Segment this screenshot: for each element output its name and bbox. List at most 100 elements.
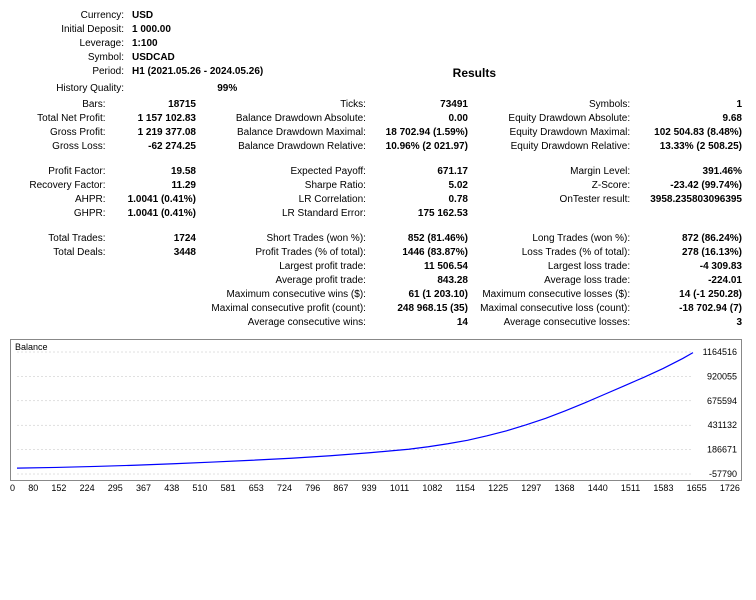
stat-value: 175 162.53 [370, 206, 472, 220]
x-tick: 1297 [521, 483, 541, 493]
x-tick: 724 [277, 483, 292, 493]
stat-label [472, 206, 634, 220]
stat-value: 18715 [110, 97, 200, 111]
svg-text:920055: 920055 [707, 371, 737, 381]
stat-value: 3958.235803096395 [634, 192, 746, 206]
x-tick: 367 [136, 483, 151, 493]
stat-value [110, 287, 200, 301]
stat-value [110, 301, 200, 315]
stat-label: GHPR: [10, 206, 110, 220]
stat-label: Largest profit trade: [200, 259, 370, 273]
stat-value: 11.29 [110, 178, 200, 192]
leverage-value: 1:100 [128, 36, 267, 50]
stat-label: Maximal consecutive loss (count): [472, 301, 634, 315]
stat-value: 391.46% [634, 164, 746, 178]
stat-value: 248 968.15 (35) [370, 301, 472, 315]
stat-label: Balance Drawdown Absolute: [200, 111, 370, 125]
stat-value: -4 309.83 [634, 259, 746, 273]
stat-label: Long Trades (won %): [472, 231, 634, 245]
stat-label [10, 273, 110, 287]
stat-label: Balance Drawdown Relative: [200, 139, 370, 153]
stat-value: 73491 [370, 97, 472, 111]
svg-text:186671: 186671 [707, 445, 737, 455]
stat-value: 0.78 [370, 192, 472, 206]
stat-label: OnTester result: [472, 192, 634, 206]
x-tick: 295 [108, 483, 123, 493]
stat-label: Gross Loss: [10, 139, 110, 153]
x-tick: 1583 [653, 483, 673, 493]
x-tick: 510 [192, 483, 207, 493]
stat-value: 3 [634, 315, 746, 329]
stat-label: Profit Factor: [10, 164, 110, 178]
quality-label: History Quality: [10, 81, 128, 95]
period-value: H1 (2021.05.26 - 2024.05.26) [128, 64, 267, 81]
stat-value: 13.33% (2 508.25) [634, 139, 746, 153]
stat-label: Equity Drawdown Relative: [472, 139, 634, 153]
leverage-label: Leverage: [10, 36, 128, 50]
stat-label: Equity Drawdown Absolute: [472, 111, 634, 125]
stat-label: Balance Drawdown Maximal: [200, 125, 370, 139]
x-tick: 1154 [456, 483, 475, 493]
stat-value: 1 157 102.83 [110, 111, 200, 125]
stat-label: Average consecutive losses: [472, 315, 634, 329]
stat-label: Profit Trades (% of total): [200, 245, 370, 259]
stat-value: 1724 [110, 231, 200, 245]
balance-chart: Balance -5779018667143113267559492005511… [10, 339, 742, 481]
chart-x-axis: 0801522242953674385105816537247968679391… [10, 483, 740, 493]
stat-value [634, 206, 746, 220]
stat-value [110, 259, 200, 273]
x-tick: 653 [249, 483, 264, 493]
chart-svg: -577901866714311326755949200551164516 [11, 340, 741, 480]
stat-label: Ticks: [200, 97, 370, 111]
deposit-value: 1 000.00 [128, 22, 267, 36]
x-tick: 1225 [488, 483, 508, 493]
x-tick: 581 [221, 483, 236, 493]
stat-value: 10.96% (2 021.97) [370, 139, 472, 153]
stat-value: 9.68 [634, 111, 746, 125]
stat-value: -224.01 [634, 273, 746, 287]
stat-label: Maximal consecutive profit (count): [200, 301, 370, 315]
stat-value: 14 [370, 315, 472, 329]
x-tick: 438 [164, 483, 179, 493]
stat-label: Average profit trade: [200, 273, 370, 287]
results-title: Results [267, 64, 681, 81]
stat-label: Symbols: [472, 97, 634, 111]
stat-value: 278 (16.13%) [634, 245, 746, 259]
stat-label [10, 301, 110, 315]
stat-value: 5.02 [370, 178, 472, 192]
stat-value: 671.17 [370, 164, 472, 178]
x-tick: 152 [51, 483, 66, 493]
stats-table: Bars:18715Ticks:73491Symbols:1Total Net … [10, 97, 746, 329]
stat-value [110, 273, 200, 287]
x-tick: 939 [362, 483, 377, 493]
stat-label: Maximum consecutive wins ($): [200, 287, 370, 301]
x-tick: 80 [28, 483, 38, 493]
x-tick: 1440 [588, 483, 608, 493]
stat-label: Loss Trades (% of total): [472, 245, 634, 259]
stat-label: Average loss trade: [472, 273, 634, 287]
symbol-label: Symbol: [10, 50, 128, 64]
x-tick: 796 [305, 483, 320, 493]
stat-label: Total Deals: [10, 245, 110, 259]
svg-text:1164516: 1164516 [703, 347, 737, 357]
stat-label: Gross Profit: [10, 125, 110, 139]
stat-label: LR Standard Error: [200, 206, 370, 220]
stat-value: 852 (81.46%) [370, 231, 472, 245]
stat-value: 14 (-1 250.28) [634, 287, 746, 301]
stat-label: Average consecutive wins: [200, 315, 370, 329]
stat-label: Total Net Profit: [10, 111, 110, 125]
stat-value: 1 [634, 97, 746, 111]
stat-value [110, 315, 200, 329]
stat-value: 18 702.94 (1.59%) [370, 125, 472, 139]
x-tick: 1726 [720, 483, 740, 493]
x-tick: 1082 [422, 483, 442, 493]
stat-label: Total Trades: [10, 231, 110, 245]
stat-value: 19.58 [110, 164, 200, 178]
stat-label: Maximum consecutive losses ($): [472, 287, 634, 301]
stat-label [10, 259, 110, 273]
stat-value: 102 504.83 (8.48%) [634, 125, 746, 139]
x-tick: 1368 [554, 483, 574, 493]
stat-value: 3448 [110, 245, 200, 259]
stat-value: 1.0041 (0.41%) [110, 206, 200, 220]
stat-value: 61 (1 203.10) [370, 287, 472, 301]
